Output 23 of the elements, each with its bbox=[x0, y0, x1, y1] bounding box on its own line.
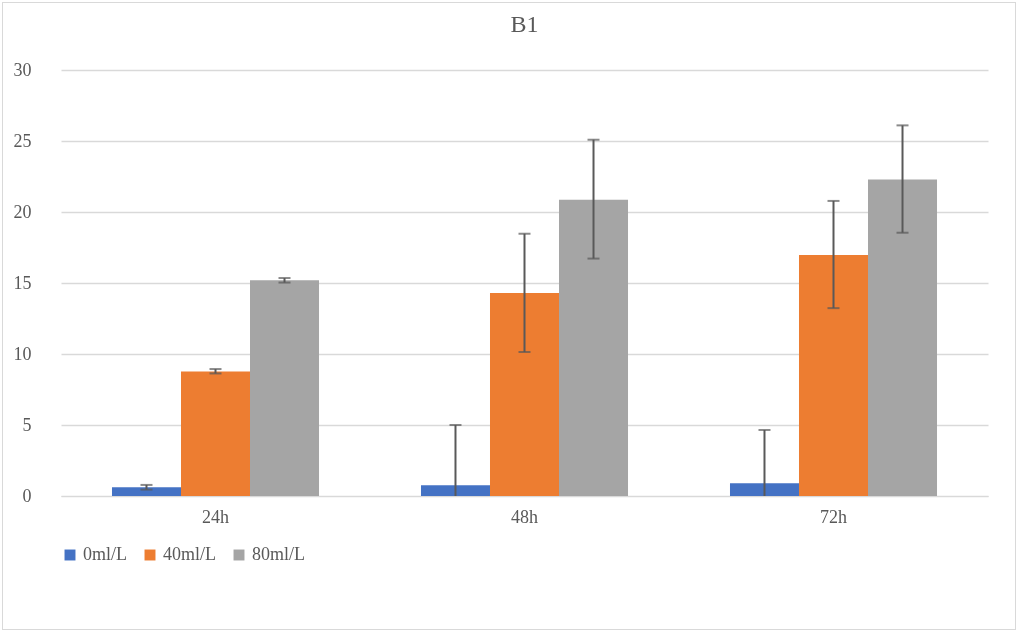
y-tick-label: 0 bbox=[22, 485, 32, 506]
legend-label: 40ml/L bbox=[163, 544, 216, 564]
bar bbox=[111, 487, 181, 496]
y-tick-label: 10 bbox=[13, 343, 32, 364]
bar bbox=[250, 280, 320, 496]
bar bbox=[729, 483, 799, 496]
bar bbox=[420, 485, 490, 496]
y-tick-label: 15 bbox=[13, 272, 32, 293]
bar bbox=[490, 292, 560, 496]
y-tick-label: 20 bbox=[13, 201, 32, 222]
bar bbox=[181, 371, 251, 496]
legend-label: 80ml/L bbox=[252, 544, 305, 564]
y-tick-label: 30 bbox=[13, 59, 32, 80]
bar bbox=[559, 199, 629, 496]
x-tick-label: 48h bbox=[511, 506, 538, 527]
bar bbox=[868, 179, 938, 496]
bar bbox=[799, 254, 869, 496]
chart-title: B1 bbox=[510, 11, 539, 37]
y-tick-label: 5 bbox=[22, 414, 32, 435]
x-tick-label: 72h bbox=[820, 506, 847, 527]
legend-label: 0ml/L bbox=[83, 544, 127, 564]
y-tick-label: 25 bbox=[13, 130, 32, 151]
x-tick-label: 24h bbox=[202, 506, 229, 527]
